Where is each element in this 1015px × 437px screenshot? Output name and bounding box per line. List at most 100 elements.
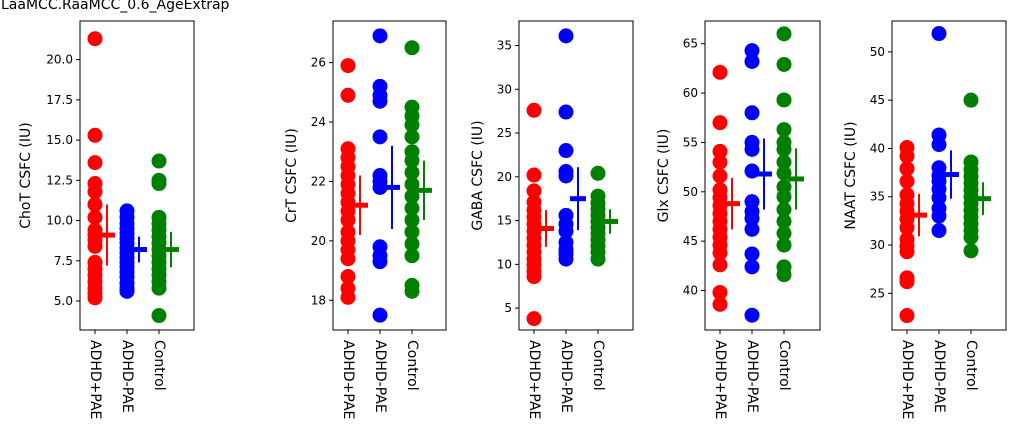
data-point [776,189,792,205]
y-tick-label: 25 [870,286,885,300]
y-tick-label: 45 [683,234,698,248]
data-point [526,102,542,118]
data-point [712,257,728,273]
data-point [963,92,979,108]
data-point [526,167,542,183]
y-tick-label: 20 [311,234,326,248]
data-point [404,283,420,299]
x-tick-label: Control [404,340,420,391]
x-tick-label: ADHD-PAE [372,340,388,413]
y-tick-label: 25 [497,126,512,140]
data-point [340,212,356,228]
y-tick-label: 12.5 [46,173,73,187]
y-tick-label: 15.0 [46,133,73,147]
data-point [590,251,606,267]
subplot-4: 40 45 50 55 60 65 Glx CSFC (IU) ADHD+PAE ADHD-PA… [656,20,821,419]
y-tick-label: 20 [497,170,512,184]
data-point [87,196,103,212]
data-point [712,296,728,312]
data-point [404,40,420,56]
x-tick-label: ADHD+PAE [712,340,728,419]
y-tick-label: 20.0 [46,53,73,67]
y-tick-label: 22 [311,174,326,188]
data-point [404,236,420,252]
data-point [87,238,103,254]
data-point [899,308,915,324]
data-point [87,155,103,171]
data-point [404,153,420,169]
data-point [404,188,420,204]
y-axis-label: CrT CSFC (IU) [284,128,300,223]
y-tick-label: 55 [683,135,698,149]
data-point [372,254,388,270]
data-point [340,87,356,103]
subplot-1: 5.0 7.5 10.0 12.5 15.0 17.5 20.0 ChoT CSFC (IU)… [18,20,195,419]
data-point [712,64,728,80]
data-point [776,154,792,170]
data-point [931,190,947,206]
data-point [151,176,167,192]
x-tick-label: ADHD-PAE [744,340,760,413]
data-point [712,115,728,131]
y-axis-label: Glx CSFC (IU) [656,129,672,223]
x-tick-label: ADHD-PAE [119,340,135,413]
axes-frame [891,20,1007,331]
y-axis-label: NAAT CSFC (IU) [843,121,859,229]
y-tick-label: 65 [683,37,698,51]
data-point [776,202,792,218]
data-point [590,165,606,181]
data-point [776,225,792,241]
data-point [404,165,420,181]
data-point [340,289,356,305]
subplot-5: 25 30 35 40 45 50 NAAT CSFC (IU) ADHD+PAE ADHD-P… [843,20,1007,419]
data-point [931,137,947,153]
data-point [558,28,574,44]
x-tick-label: ADHD+PAE [526,340,542,419]
axes-frame [518,20,634,331]
data-point [744,221,760,237]
data-point [558,104,574,120]
data-point [899,148,915,164]
data-point [526,269,542,285]
y-tick-label: 17.5 [46,93,73,107]
data-point [776,56,792,72]
data-point [372,93,388,109]
data-point [87,184,103,200]
data-point [712,245,728,261]
data-point [776,213,792,229]
y-tick-label: 30 [497,82,512,96]
y-tick-label: 50 [683,185,698,199]
data-point [340,269,356,285]
data-point [87,127,103,143]
data-point [744,210,760,226]
data-point [776,237,792,253]
data-point [526,183,542,199]
x-tick-label: ADHD-PAE [558,340,574,413]
data-point [526,311,542,327]
data-point [151,308,167,324]
figure-title: LaaMCC.RaaMCC_0.6_AgeExtrap [1,0,230,13]
data-point [558,143,574,159]
data-point [931,26,947,42]
data-point [963,243,979,259]
x-tick-label: ADHD+PAE [87,340,103,419]
data-point [404,129,420,145]
data-point [151,153,167,169]
data-point [87,209,103,225]
y-tick-label: 35 [870,190,885,204]
data-point [963,229,979,245]
x-tick-label: Control [776,340,792,391]
x-tick-label: Control [590,340,606,391]
x-tick-label: Control [963,340,979,391]
data-point [776,165,792,181]
data-point [87,290,103,306]
axes-frame [79,20,195,331]
subplot-3: 5 10 15 20 25 30 35 GABA CSFC (IU) ADHD+PAE ADHD-… [470,20,634,419]
data-point [899,220,915,236]
axes-frame [704,20,821,331]
y-tick-label: 30 [870,238,885,252]
data-point [712,284,728,300]
y-tick-label: 10.0 [46,214,73,228]
data-point [87,31,103,47]
y-tick-label: 35 [497,39,512,53]
